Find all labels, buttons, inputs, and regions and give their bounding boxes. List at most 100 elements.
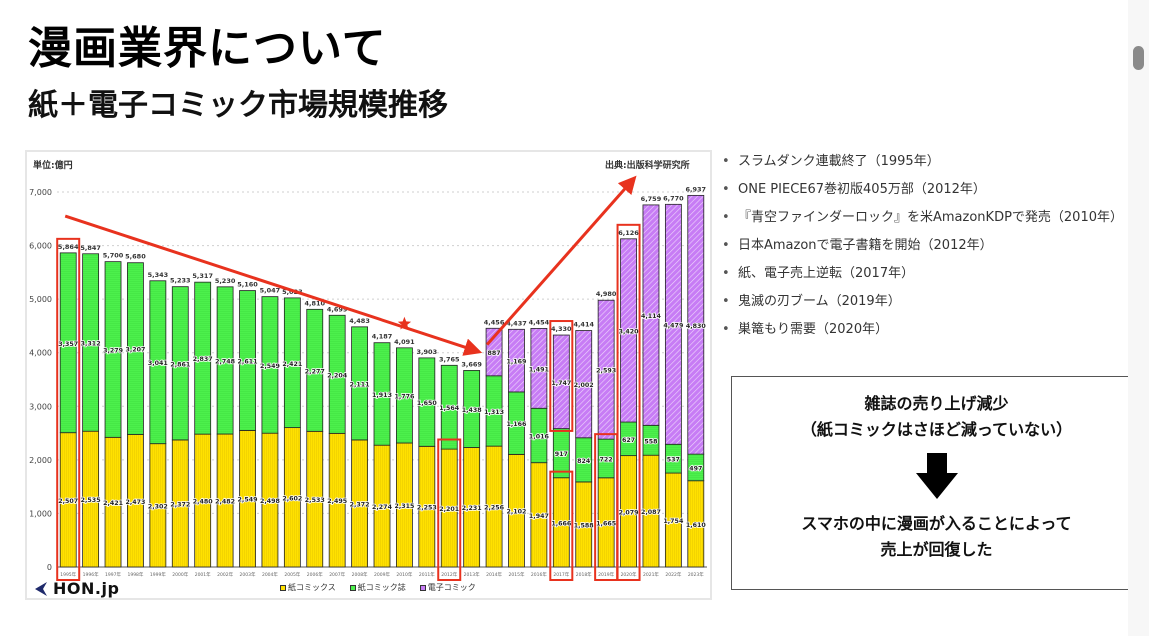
segment-value-label: 2,372 (170, 501, 190, 508)
chart-source-label: 出典:出版科学研究所 (605, 161, 690, 171)
x-tick-label: 2018年 (576, 571, 592, 578)
segment-value-label: 1,588 (574, 522, 594, 529)
bar-segment-digital-comics (508, 328, 525, 393)
segment-value-label: 2,315 (394, 503, 414, 510)
bar-segment-paper-magazines (104, 261, 122, 438)
segment-value-label: 2,593 (596, 368, 616, 375)
segment-value-label: 3,312 (81, 340, 101, 347)
segment-value-label: 3,357 (58, 341, 78, 348)
segment-value-label: 2,302 (148, 503, 168, 510)
bar-segment-paper-magazines (396, 347, 413, 444)
highlight-box-1995 (56, 237, 81, 581)
segment-value-label: 2,611 (238, 359, 258, 366)
slide-title: 漫画業界について (28, 23, 387, 74)
bar-segment-paper-magazines (149, 280, 167, 445)
total-value-label: 6,759 (641, 195, 662, 203)
x-tick-label: 2013年 (464, 571, 480, 578)
x-tick-label: 2008年 (352, 571, 368, 578)
total-value-label: 6,937 (686, 185, 707, 193)
segment-value-label: 2,482 (215, 499, 235, 506)
segment-value-label: 3,420 (619, 328, 640, 335)
segment-value-label: 2,748 (215, 358, 235, 365)
bar-segment-paper-magazines (239, 290, 256, 431)
y-tick-label: 3,000 (29, 402, 52, 411)
segment-value-label: 2,087 (641, 509, 661, 516)
total-value-label: 4,483 (349, 317, 370, 325)
legend-label: 電子コミック (427, 583, 476, 592)
total-value-label: 5,047 (260, 287, 281, 295)
x-tick-label: 2007年 (329, 571, 345, 578)
note-line-smartphone: スマホの中に漫画が入ることによって (801, 514, 1072, 533)
x-tick-label: 2017年 (553, 571, 569, 578)
segment-value-label: 1,313 (484, 409, 504, 416)
bar-segment-digital-comics (597, 299, 615, 440)
segment-value-label: 2,549 (238, 497, 258, 504)
segment-value-label: 2,473 (125, 499, 145, 506)
segment-value-label: 2,372 (350, 501, 370, 508)
highlight-box-2017-paper (549, 470, 574, 581)
bar-segment-paper-magazines (440, 364, 458, 450)
x-tick-label: 2010年 (396, 571, 412, 578)
total-value-label: 5,317 (192, 272, 213, 280)
segment-value-label: 917 (555, 451, 568, 458)
bullet-marker: • (722, 266, 730, 281)
x-tick-label: 1996年 (83, 571, 99, 578)
x-tick-label: 2009年 (374, 571, 390, 578)
x-tick-label: 2015年 (509, 571, 525, 578)
total-value-label: 4,091 (394, 338, 415, 346)
highlight-box-2012 (437, 438, 462, 581)
y-tick-label: 7,000 (29, 188, 52, 197)
segment-value-label: 1,666 (551, 520, 572, 527)
bar-segment-paper-magazines (127, 262, 144, 435)
segment-value-label: 824 (577, 458, 591, 465)
segment-value-label: 2,602 (282, 495, 302, 502)
legend-swatch-yellow (280, 584, 286, 591)
x-tick-label: 2002年 (217, 571, 233, 578)
segment-value-label: 2,002 (574, 382, 594, 389)
bar-segment-digital-comics (530, 327, 548, 409)
legend-swatch-green (349, 584, 356, 591)
bar-segment-paper-magazines (216, 286, 234, 435)
total-value-label: 5,700 (103, 252, 124, 260)
bar-segment-paper-magazines (306, 308, 324, 432)
segment-value-label: 1,438 (462, 407, 482, 414)
total-value-label: 4,810 (304, 299, 325, 307)
segment-value-label: 722 (600, 456, 613, 463)
x-tick-label: 1995年 (60, 571, 76, 578)
bullet-text: 『青空ファインダーロック』を米AmazonKDPで発売（2010年） (738, 210, 1122, 225)
segment-value-label: 1,166 (507, 421, 528, 428)
total-value-label: 4,980 (596, 290, 617, 298)
bar-segment-paper-magazines (283, 297, 301, 429)
bar-segment-paper-magazines (373, 342, 391, 446)
total-value-label: 5,680 (125, 253, 146, 261)
scrollbar-thumb[interactable] (1133, 46, 1144, 70)
events-bullet-list: • スラムダンク連載終了（1995年） • ONE PIECE67巻初版405万部（… (722, 148, 1122, 344)
chart-legend: 紙コミックス 紙コミック誌 電子コミック (280, 582, 476, 593)
segment-value-label: 1,564 (439, 405, 460, 412)
total-value-label: 6,770 (663, 194, 684, 202)
segment-value-label: 1,665 (596, 520, 616, 527)
segment-value-label: 1,169 (507, 359, 527, 366)
total-value-label: 5,230 (215, 277, 236, 285)
segment-value-label: 2,421 (103, 500, 123, 507)
scrollbar-track[interactable] (1128, 0, 1149, 636)
x-tick-label: 2021年 (643, 571, 659, 578)
segment-value-label: 2,495 (327, 498, 347, 505)
hon-logo-text: HON.jp (53, 579, 120, 598)
bar-segment-digital-comics (575, 330, 593, 439)
segment-value-label: 1,913 (372, 392, 392, 399)
segment-value-label: 497 (689, 465, 702, 472)
x-tick-label: 1998年 (127, 571, 143, 578)
bullet-marker: • (722, 154, 730, 169)
chart-unit-label: 単位:億円 (33, 161, 73, 171)
bar-segment-digital-comics (664, 203, 682, 445)
legend-label: 紙コミック誌 (357, 583, 406, 592)
total-value-label: 5,343 (148, 271, 169, 279)
segment-value-label: 1,776 (394, 393, 415, 400)
segment-value-label: 537 (667, 457, 680, 464)
segment-value-label: 1,016 (529, 433, 550, 440)
total-value-label: 5,864 (58, 243, 79, 251)
x-tick-label: 2016年 (531, 571, 547, 578)
bullet-item: • 巣篭もり需要（2020年） (722, 316, 1122, 344)
bar-segment-paper-magazines (194, 281, 212, 435)
